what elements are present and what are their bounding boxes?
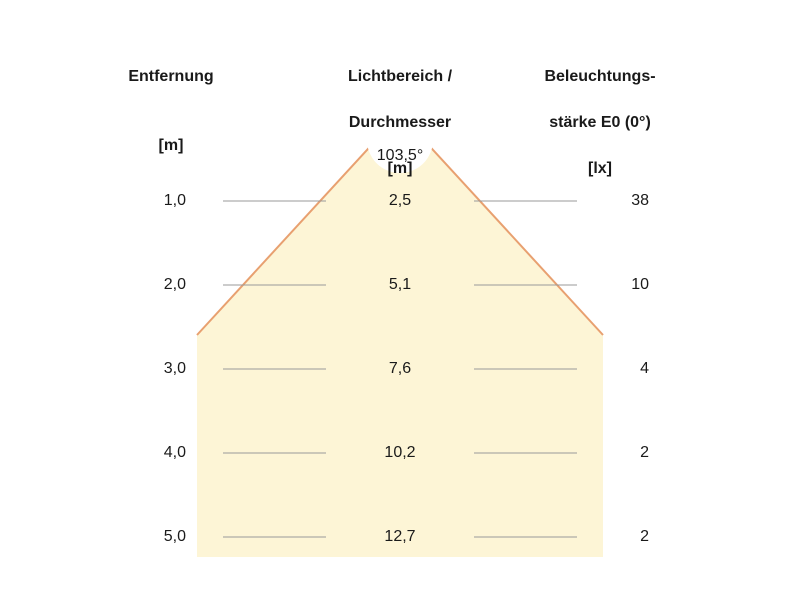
illuminance-value: 4 (640, 360, 649, 377)
distance-header: Entfernung [m] (121, 42, 221, 180)
illuminance-value: 2 (640, 444, 649, 461)
illuminance-header-unit: [lx] (588, 160, 612, 177)
illuminance-header-title: Beleuchtungs- (544, 68, 656, 85)
diameter-value: 12,7 (384, 528, 416, 545)
beam-edge-right (399, 113, 604, 336)
distance-header-title: Entfernung (128, 68, 214, 85)
diameter-value: 5,1 (388, 276, 412, 293)
distance-value: 4,0 (163, 444, 186, 461)
distance-value: 3,0 (163, 360, 186, 377)
beam-angle-background (367, 107, 433, 173)
illuminance-value: 38 (631, 192, 649, 209)
distance-value: 1,0 (163, 192, 186, 209)
distance-header-unit: [m] (158, 137, 184, 154)
diameter-value: 7,6 (388, 360, 412, 377)
illuminance-header: Beleuchtungs- stärke E0 (0°) [lx] (520, 42, 680, 203)
beam-angle-label: 103,5° (376, 147, 424, 164)
diameter-value: 2,5 (388, 192, 412, 209)
illuminance-header-subtitle: stärke E0 (0°) (549, 114, 651, 131)
distance-value: 2,0 (163, 276, 186, 293)
light-area-header-unit: [m] (387, 160, 413, 177)
illuminance-value: 2 (640, 528, 649, 545)
distance-value: 5,0 (163, 528, 186, 545)
diameter-value: 10,2 (384, 444, 416, 461)
beam-edge-left (196, 113, 401, 336)
light-area-header: Lichtbereich / Durchmesser [m] (320, 42, 480, 203)
illuminance-value: 10 (631, 276, 649, 293)
light-area-header-title: Lichtbereich / (347, 68, 453, 85)
light-area-header-subtitle: Durchmesser (348, 114, 452, 131)
